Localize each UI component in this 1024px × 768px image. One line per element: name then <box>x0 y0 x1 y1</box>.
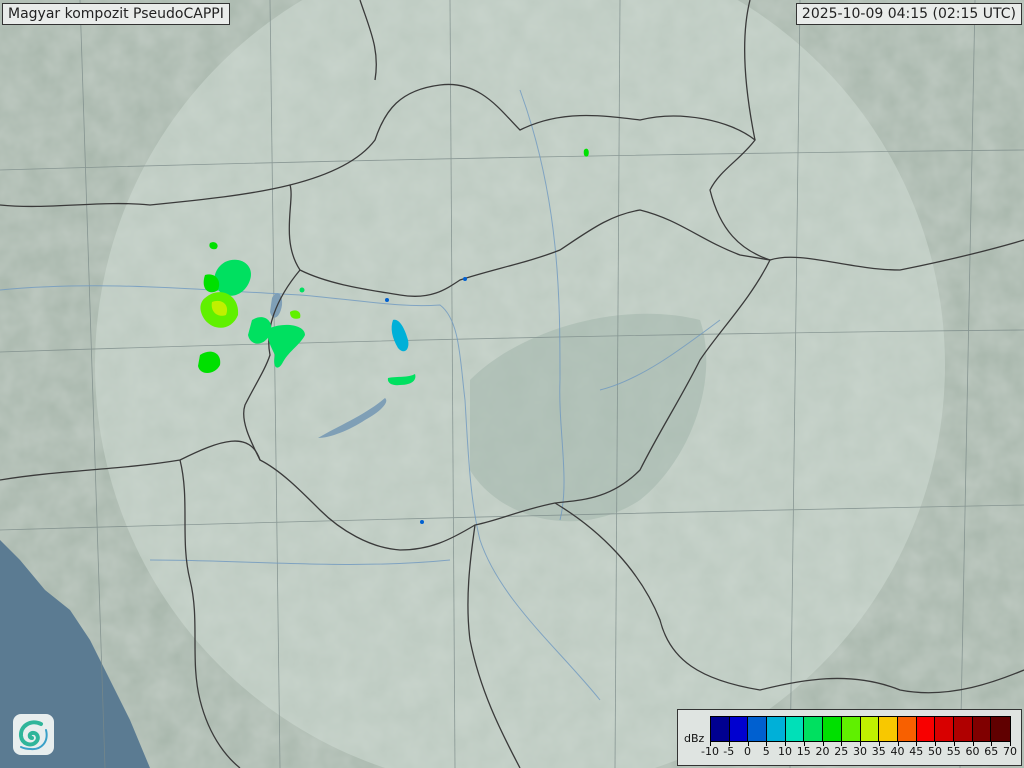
echo-cell <box>420 520 424 524</box>
echo-cell <box>198 351 221 374</box>
precipitation-echoes <box>198 148 589 524</box>
legend-tick-mark <box>935 741 936 746</box>
echo-cell <box>267 324 305 368</box>
legend-color-swatch <box>841 717 861 741</box>
legend-tick-mark <box>878 741 880 746</box>
adriatic-sea <box>0 540 150 768</box>
legend-color-swatch <box>729 717 749 741</box>
legend-color-swatch <box>953 717 973 741</box>
legend-tick-label: 55 <box>946 745 961 758</box>
legend-tick-label: 10 <box>778 745 792 758</box>
legend-tick-label: 15 <box>796 745 811 758</box>
dbz-legend: dBz -10 -5 0 5 10 15 20 25 30 35 40 45 50 55 60 65 70 <box>677 709 1022 766</box>
legend-tick-mark <box>822 741 824 746</box>
legend-tick-mark <box>953 741 955 746</box>
legend-tick-mark <box>710 741 711 746</box>
echo-cell <box>387 374 416 386</box>
legend-color-swatch <box>935 717 954 741</box>
swirl-logo-icon[interactable] <box>13 714 54 755</box>
legend-color-swatch <box>879 717 898 741</box>
echo-cell <box>391 319 409 352</box>
legend-tick-mark <box>785 741 786 746</box>
legend-tick-mark <box>991 741 993 746</box>
echo-cell <box>248 317 272 344</box>
legend-color-swatch <box>748 717 768 741</box>
rivers <box>0 89 721 701</box>
legend-color-bar <box>710 716 1011 742</box>
legend-tick-label: 20 <box>815 745 830 758</box>
legend-color-swatch <box>860 717 880 741</box>
legend-tick-mark <box>972 741 974 746</box>
product-title: Magyar kompozit PseudoCAPPI <box>2 3 230 25</box>
legend-color-swatch <box>972 717 992 741</box>
legend-tick-label: 40 <box>890 745 905 758</box>
echo-cell <box>385 298 389 302</box>
legend-tick-mark <box>766 741 768 746</box>
legend-tick-label: 45 <box>909 745 924 758</box>
legend-tick-label: 5 <box>762 745 770 758</box>
legend-tick-label: 65 <box>984 745 999 758</box>
legend-tick-mark <box>916 741 918 746</box>
lake-neusiedl <box>270 293 283 318</box>
legend-color-swatch <box>767 717 786 741</box>
echo-cell <box>463 277 467 281</box>
legend-color-swatch <box>916 717 936 741</box>
legend-tick-mark <box>1010 741 1011 746</box>
legend-color-swatch <box>804 717 824 741</box>
legend-tick-mark <box>897 741 899 746</box>
legend-tick-mark <box>803 741 805 746</box>
echo-cell <box>299 287 305 293</box>
legend-color-swatch <box>823 717 842 741</box>
echo-cell <box>290 310 301 319</box>
legend-color-swatch <box>711 717 730 741</box>
echo-cell <box>583 148 589 157</box>
legend-color-swatch <box>897 717 917 741</box>
echo-cell <box>211 300 228 316</box>
legend-tick-label: -5 <box>723 745 735 758</box>
legend-tick-label: 35 <box>871 745 886 758</box>
echo-cell <box>209 242 218 250</box>
great-plain <box>470 313 707 522</box>
legend-tick-label: 30 <box>853 745 867 758</box>
swirl-icon <box>18 720 48 751</box>
timestamp-label: 2025-10-09 04:15 (02:15 UTC) <box>795 3 1022 25</box>
legend-tick-label: 70 <box>1003 745 1017 758</box>
legend-ticks: -10 -5 0 5 10 15 20 25 30 35 40 45 50 55 60 65 70 <box>701 741 1017 765</box>
legend-tick-label: 25 <box>834 745 849 758</box>
legend-tick-label: -10 <box>701 745 719 758</box>
legend-tick-mark <box>747 741 749 746</box>
legend-tick-label: 60 <box>965 745 980 758</box>
echo-cell <box>214 259 251 296</box>
echo-cell <box>203 274 220 293</box>
legend-tick-mark <box>860 741 861 746</box>
legend-tick-mark <box>728 741 730 746</box>
legend-unit: dBz <box>684 732 705 745</box>
legend-tick-label: 50 <box>928 745 942 758</box>
legend-color-swatch <box>785 717 805 741</box>
legend-tick-mark <box>841 741 843 746</box>
legend-color-swatch <box>991 717 1010 741</box>
legend-tick-label: 0 <box>744 745 751 758</box>
